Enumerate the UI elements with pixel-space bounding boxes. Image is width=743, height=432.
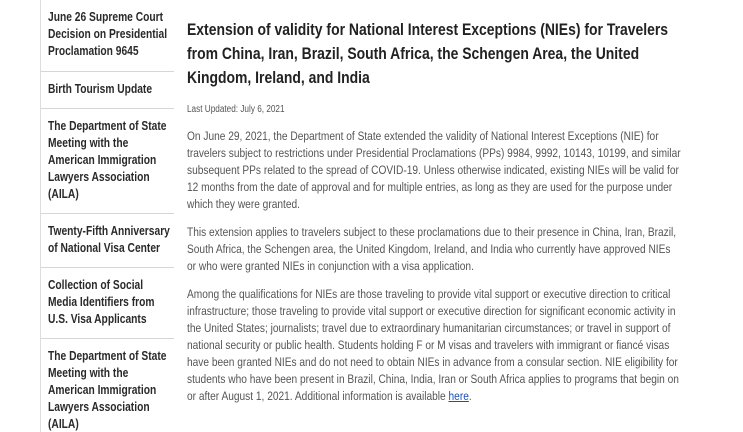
sidebar-link[interactable]: June 26 Supreme Court Decision on Presid… — [48, 10, 168, 58]
sidebar-item[interactable]: June 26 Supreme Court Decision on Presid… — [41, 0, 174, 72]
sidebar-item[interactable]: The Department of State Meeting with the… — [41, 339, 174, 432]
sidebar-link[interactable]: Birth Tourism Update — [48, 82, 153, 96]
sidebar-item[interactable]: Birth Tourism Update — [41, 72, 174, 109]
paragraph: Among the qualifications for NIEs are th… — [187, 286, 682, 405]
sidebar-link[interactable]: The Department of State Meeting with the… — [48, 349, 167, 431]
sidebar-link[interactable]: Twenty-Fifth Anniversary of National Vis… — [48, 224, 170, 255]
link[interactable]: here — [448, 389, 469, 403]
sidebar-link[interactable]: Collection of Social Media Identifiers f… — [48, 278, 155, 326]
sidebar-item[interactable]: Collection of Social Media Identifiers f… — [41, 268, 174, 339]
sidebar-item[interactable]: The Department of State Meeting with the… — [41, 109, 174, 214]
article-title: Extension of validity for National Inter… — [187, 20, 669, 87]
paragraph: On June 29, 2021, the Department of Stat… — [187, 129, 681, 211]
sidebar: June 26 Supreme Court Decision on Presid… — [40, 0, 174, 432]
article: Extension of validity for National Inter… — [187, 18, 682, 416]
sidebar-link[interactable]: The Department of State Meeting with the… — [48, 119, 167, 201]
last-updated: Last Updated: July 6, 2021 — [187, 104, 285, 115]
paragraph-text: Among the qualifications for NIEs are th… — [187, 287, 679, 403]
paragraph: This extension applies to travelers subj… — [187, 225, 677, 273]
paragraph-text: . — [468, 389, 472, 403]
sidebar-item[interactable]: Twenty-Fifth Anniversary of National Vis… — [41, 214, 174, 268]
